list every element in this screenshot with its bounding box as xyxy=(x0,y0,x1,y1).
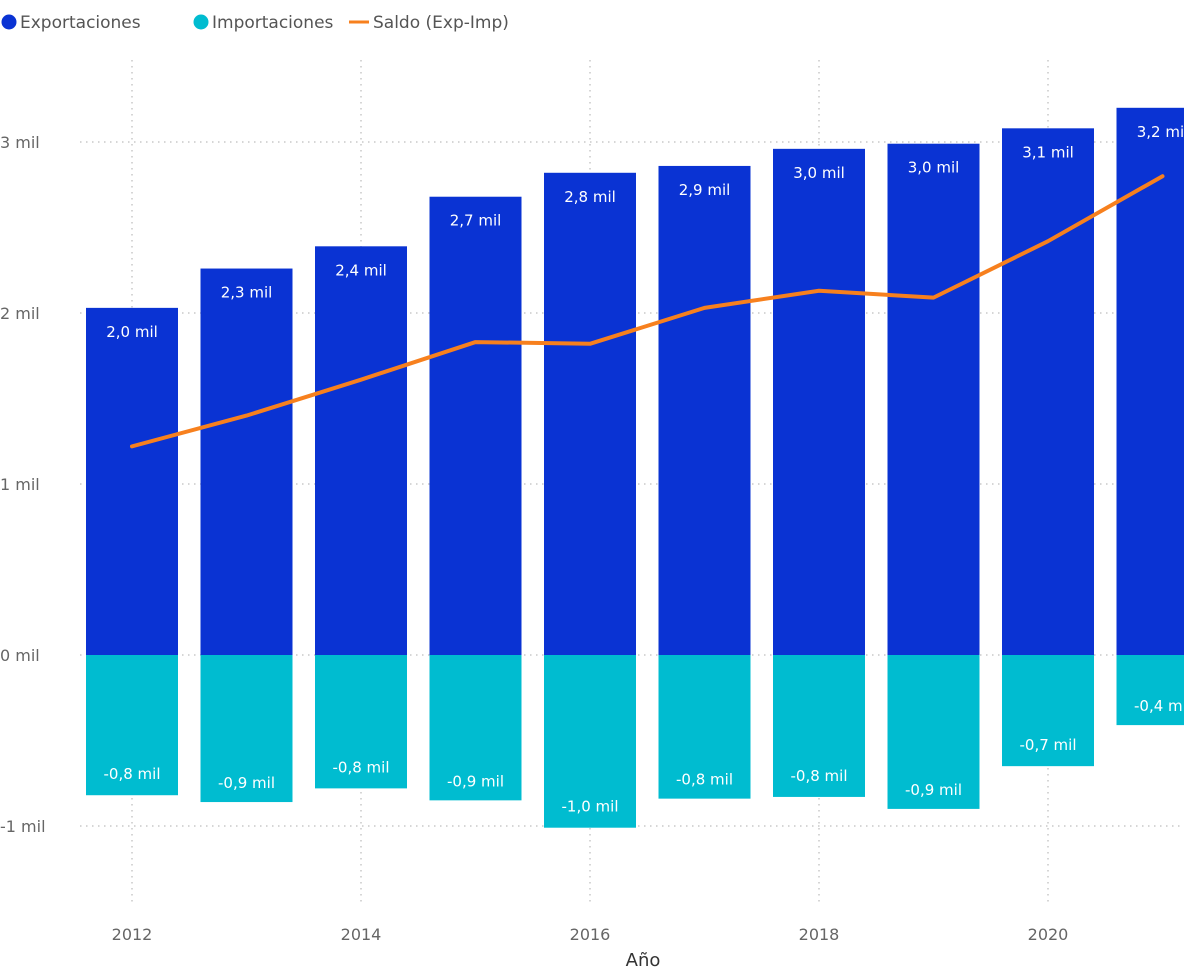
bars xyxy=(86,107,1184,828)
x-tick-label: 2014 xyxy=(341,925,382,944)
y-tick-label: -1 mil xyxy=(0,817,46,836)
import-bar xyxy=(200,655,293,803)
legend: Exportaciones Importaciones Saldo (Exp-I… xyxy=(1,13,509,33)
export-data-label: 2,4 mil xyxy=(335,261,387,279)
y-tick-label: 0 mil xyxy=(0,646,40,665)
export-data-label: 3,0 mil xyxy=(793,164,845,182)
import-data-label: -0,7 mil xyxy=(1020,736,1077,754)
x-tick-label: 2012 xyxy=(112,925,153,944)
export-data-label: 2,9 mil xyxy=(679,181,731,199)
x-tick-label: 2016 xyxy=(570,925,611,944)
import-bar xyxy=(86,655,178,796)
data-labels: 2,0 mil -0,8 mil 2,3 mil -0,9 mil 2,4 mil -0,… xyxy=(104,123,1184,816)
import-data-label: -1,0 mil xyxy=(562,798,619,816)
export-data-label: 3,1 mil xyxy=(1022,143,1074,161)
import-data-label: -0,8 mil xyxy=(791,767,848,785)
x-tick-label: 2018 xyxy=(799,925,840,944)
import-bar xyxy=(773,655,865,797)
import-data-label: -0,8 mil xyxy=(676,771,733,789)
export-bar xyxy=(544,172,636,655)
saldo-line xyxy=(130,174,1165,449)
import-bar xyxy=(887,655,980,809)
x-axis-title: Año xyxy=(626,950,661,971)
x-tick-label: 2020 xyxy=(1028,925,1069,944)
export-bar xyxy=(887,143,980,655)
import-bar xyxy=(1116,655,1184,726)
import-bar xyxy=(658,655,751,799)
axes: Año -1 mil 0 mil 1 mil 2 mil 3 mil 2012 2014 20… xyxy=(0,133,1068,971)
export-bar xyxy=(658,165,751,655)
import-bar xyxy=(315,655,407,789)
export-bar xyxy=(1002,128,1094,655)
export-data-label: 3,0 mil xyxy=(908,159,960,177)
export-bar xyxy=(1116,107,1184,656)
import-data-label: -0,9 mil xyxy=(218,774,275,792)
import-data-label: -0,9 mil xyxy=(447,772,504,790)
y-tick-label: 3 mil xyxy=(0,133,40,152)
import-data-label: -0,4 mil xyxy=(1134,697,1184,715)
y-tick-label: 1 mil xyxy=(0,475,40,494)
export-data-label: 2,0 mil xyxy=(106,323,158,341)
import-data-label: -0,8 mil xyxy=(104,765,161,783)
export-bar xyxy=(773,148,865,655)
y-tick-label: 2 mil xyxy=(0,304,40,323)
import-bar xyxy=(429,655,522,801)
export-data-label: 2,3 mil xyxy=(221,284,273,302)
export-data-label: 3,2 mil xyxy=(1137,123,1184,141)
export-bar xyxy=(200,268,293,655)
legend-label-saldo: Saldo (Exp-Imp) xyxy=(373,13,509,33)
legend-label-exportaciones: Exportaciones xyxy=(20,13,141,33)
legend-marker-saldo xyxy=(349,20,369,24)
export-bar xyxy=(429,196,522,655)
legend-marker-exportaciones xyxy=(1,14,17,30)
export-bar xyxy=(315,246,407,655)
legend-label-importaciones: Importaciones xyxy=(212,13,334,33)
import-data-label: -0,8 mil xyxy=(333,758,390,776)
legend-marker-importaciones xyxy=(193,14,209,30)
import-bar xyxy=(544,655,636,828)
import-bar xyxy=(1002,655,1094,767)
import-data-label: -0,9 mil xyxy=(905,781,962,799)
export-bar xyxy=(86,307,178,655)
saldo-line-layer xyxy=(130,174,1165,449)
export-data-label: 2,8 mil xyxy=(564,188,616,206)
export-data-label: 2,7 mil xyxy=(450,212,502,230)
